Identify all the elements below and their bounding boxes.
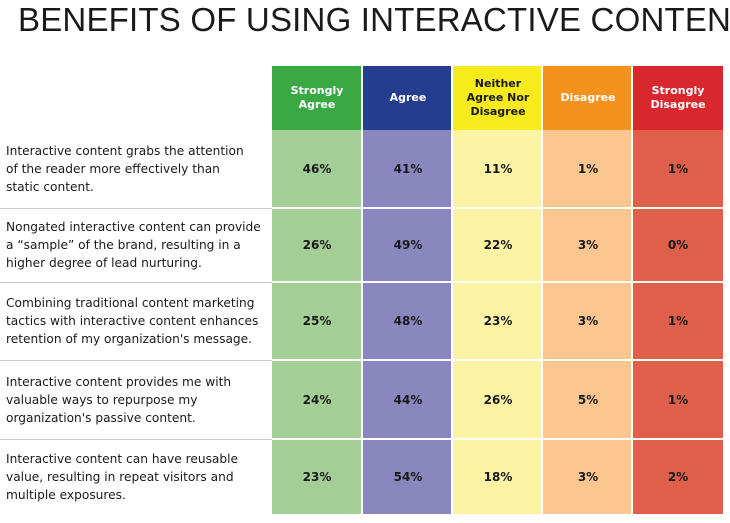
column-header: Disagree	[543, 66, 633, 130]
value-cell: 11%	[483, 162, 513, 176]
value-cell: 18%	[483, 469, 513, 484]
grid-line-vertical	[541, 66, 543, 514]
value-cell: 5%	[577, 392, 599, 407]
grid-line-vertical	[631, 66, 633, 514]
column-bg-3	[543, 130, 633, 514]
value-cell: 46%	[302, 162, 332, 176]
row-separator	[0, 208, 272, 209]
grid-line-horizontal	[272, 438, 724, 440]
value-cell: 49%	[393, 238, 423, 252]
column-header: Strongly Disagree	[633, 66, 723, 130]
page-title: BENEFITS OF USING INTERACTIVE CONTENT	[18, 1, 730, 38]
column-bg-4	[633, 130, 723, 514]
value-cell: 48%	[393, 314, 423, 328]
value-cell: 22%	[483, 238, 513, 252]
value-cell: 23%	[302, 469, 332, 484]
row-statement: Interactive content grabs the attention o…	[6, 144, 244, 194]
value-cell: 44%	[393, 392, 423, 407]
column-bg-2	[453, 130, 543, 514]
value-cell: 2%	[667, 469, 689, 484]
grid-line-horizontal	[272, 207, 724, 209]
value-cell: 3%	[577, 238, 599, 252]
row-statement: Interactive content can have reusable val…	[6, 451, 239, 502]
value-cell: 26%	[483, 392, 513, 407]
row-separator	[0, 282, 272, 283]
row-statement: Interactive content provides me with valu…	[6, 374, 232, 425]
column-header: Strongly Agree	[272, 66, 362, 130]
value-cell: 26%	[302, 238, 332, 252]
value-cell: 1%	[667, 314, 689, 328]
column-header: Agree	[363, 66, 453, 130]
column-bg-1	[363, 130, 453, 514]
value-cell: 1%	[577, 162, 599, 176]
row-statement: Nongated interactive content can provide…	[6, 220, 261, 270]
value-cell: 3%	[577, 314, 599, 328]
value-cell: 3%	[577, 469, 599, 484]
value-cell: 1%	[667, 392, 689, 407]
value-cell: 0%	[667, 238, 689, 252]
row-separator	[0, 439, 272, 440]
value-cell: 24%	[302, 392, 332, 407]
value-cell: 1%	[667, 162, 689, 176]
value-cell: 23%	[483, 314, 513, 328]
grid-line-vertical	[361, 66, 363, 514]
value-cell: 25%	[302, 314, 332, 328]
grid-line-horizontal	[272, 359, 724, 361]
grid-line-vertical	[451, 66, 453, 514]
row-separator	[0, 360, 272, 361]
column-bg-0	[272, 130, 362, 514]
column-header: Neither Agree Nor Disagree	[453, 66, 543, 130]
row-statement: Combining traditional content marketing t…	[6, 296, 259, 346]
grid-line-horizontal	[272, 281, 724, 283]
value-cell: 54%	[393, 469, 423, 484]
value-cell: 41%	[393, 162, 423, 176]
